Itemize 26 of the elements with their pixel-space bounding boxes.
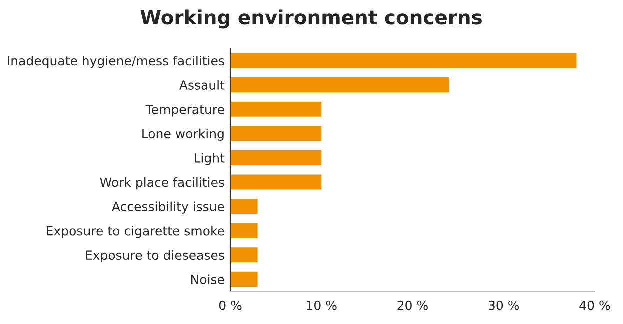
y-tick-label: Accessibility issue (112, 202, 224, 214)
y-tick-label: Exposure to dieseases (86, 250, 224, 262)
x-tick-label: 10 % (307, 300, 337, 310)
y-tick-label: Assault (180, 80, 225, 90)
bar (230, 78, 450, 93)
bar (230, 53, 577, 68)
bar (230, 223, 258, 238)
y-tick-label: Light (194, 153, 225, 166)
x-tick-label: 40 % (580, 300, 610, 310)
bar (230, 126, 322, 142)
bar (230, 174, 322, 190)
bar (230, 102, 322, 117)
bar (230, 150, 322, 166)
bar (230, 248, 258, 263)
chart-title: Working environment concerns (140, 10, 482, 29)
y-tick-label: Inadequate hygiene/mess facilities (8, 56, 224, 68)
y-tick-label: Work place facilities (100, 178, 224, 190)
bar (230, 199, 258, 214)
y-tick-label: Temperature (146, 104, 224, 117)
x-tick-label: 30 % (488, 300, 520, 310)
x-tick-label: 0 % (219, 300, 242, 310)
y-tick-label: Lone working (142, 128, 224, 141)
bar (230, 272, 258, 287)
x-tick-label: 20 % (398, 300, 428, 310)
y-tick-label: Noise (192, 274, 224, 284)
y-tick-label: Exposure to cigarette smoke (47, 226, 224, 238)
